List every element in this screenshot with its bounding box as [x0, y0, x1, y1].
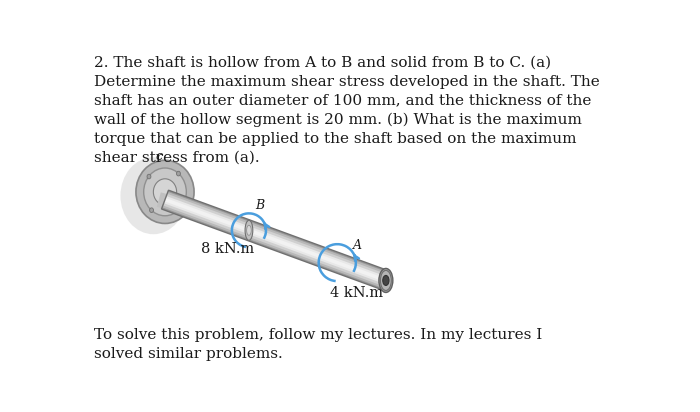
Ellipse shape: [150, 208, 153, 213]
Polygon shape: [163, 194, 388, 286]
Text: c: c: [155, 150, 162, 163]
Text: 8 kN.m: 8 kN.m: [201, 242, 254, 256]
Ellipse shape: [179, 205, 183, 210]
Polygon shape: [162, 192, 389, 288]
Ellipse shape: [383, 276, 389, 286]
Polygon shape: [157, 192, 186, 214]
Polygon shape: [162, 190, 389, 290]
Ellipse shape: [147, 174, 151, 179]
Ellipse shape: [245, 220, 253, 240]
Ellipse shape: [120, 157, 186, 234]
Text: 2. The shaft is hollow from A to B and solid from B to C. (a)
Determine the maxi: 2. The shaft is hollow from A to B and s…: [94, 56, 599, 165]
Polygon shape: [164, 198, 386, 282]
Ellipse shape: [246, 225, 251, 235]
Ellipse shape: [136, 160, 194, 223]
Text: 4 kN.m: 4 kN.m: [330, 286, 383, 300]
Text: A: A: [353, 239, 362, 252]
Ellipse shape: [153, 179, 176, 205]
Ellipse shape: [144, 168, 186, 216]
Text: To solve this problem, follow my lectures. In my lectures I
solved similar probl: To solve this problem, follow my lecture…: [94, 328, 542, 361]
Polygon shape: [164, 196, 387, 284]
Ellipse shape: [381, 270, 391, 290]
Text: B: B: [255, 199, 265, 212]
Ellipse shape: [176, 171, 181, 176]
Ellipse shape: [379, 269, 393, 293]
